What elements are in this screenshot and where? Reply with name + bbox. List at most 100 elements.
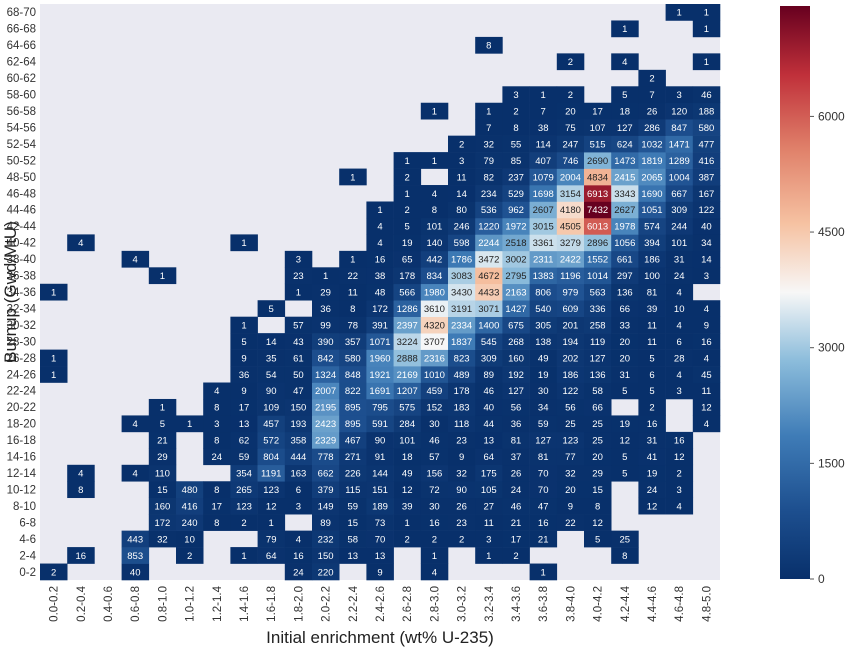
cell-value-label: 9 xyxy=(568,501,573,512)
cell-value-label: 545 xyxy=(481,337,497,348)
heatmap-cell xyxy=(692,316,721,334)
colorbar-tick-label: 6000 xyxy=(818,109,845,123)
cell-value-label: 4 xyxy=(214,386,219,397)
cell-value-label: 30 xyxy=(538,386,549,397)
heatmap-cell xyxy=(584,267,612,285)
heatmap-cell xyxy=(448,152,476,169)
cell-value-label: 20 xyxy=(620,353,631,364)
cell-value-label: 59 xyxy=(239,452,250,463)
cell-value-label: 2397 xyxy=(397,320,418,331)
cell-value-label: 167 xyxy=(698,189,714,200)
heatmap-cell xyxy=(556,152,585,169)
cell-value-label: 662 xyxy=(318,469,334,480)
y-tick-label: 50-52 xyxy=(7,155,36,167)
heatmap-cell xyxy=(665,152,694,169)
heatmap-cell xyxy=(529,119,558,136)
heatmap-cell xyxy=(584,102,612,120)
heatmap-cell xyxy=(420,234,449,252)
heatmap-cell xyxy=(502,135,530,153)
heatmap-cell xyxy=(475,234,503,252)
cell-value-label: 234 xyxy=(481,189,497,200)
cell-value-label: 20 xyxy=(620,337,631,348)
cell-value-label: 226 xyxy=(345,469,361,480)
heatmap-cell xyxy=(665,201,694,219)
cell-value-label: 4 xyxy=(296,534,301,545)
heatmap-cell xyxy=(67,234,95,252)
cell-value-label: 91 xyxy=(375,452,386,463)
cell-value-label: 2334 xyxy=(451,320,472,331)
cell-value-label: 23 xyxy=(293,271,304,282)
heatmap-cell xyxy=(40,349,68,367)
cell-value-label: 3 xyxy=(486,534,491,545)
heatmap-cell xyxy=(393,217,422,235)
heatmap-cell xyxy=(638,448,666,466)
y-tick-label: 0-2 xyxy=(19,567,36,579)
cell-value-label: 2518 xyxy=(505,238,526,249)
cell-value-label: 1 xyxy=(704,8,709,19)
y-tick-label: 66-68 xyxy=(7,24,36,36)
heatmap-cell xyxy=(502,514,530,531)
cell-value-label: 1819 xyxy=(641,156,662,167)
heatmap-cell xyxy=(556,366,585,383)
heatmap-cell xyxy=(475,102,503,120)
cell-value-label: 3224 xyxy=(397,337,418,348)
cell-value-label: 127 xyxy=(617,123,633,134)
x-tick-label: 0.4-0.6 xyxy=(103,586,115,622)
heatmap-cell xyxy=(284,333,313,350)
cell-value-label: 4 xyxy=(377,222,382,233)
heatmap-cell xyxy=(638,201,666,219)
cell-value-label: 1014 xyxy=(587,271,608,282)
heatmap-cell xyxy=(638,86,666,104)
y-tick-label: 30-32 xyxy=(7,320,36,332)
heatmap-cell xyxy=(448,398,476,416)
cell-value-label: 3610 xyxy=(424,304,445,315)
heatmap-cell xyxy=(529,86,558,104)
cell-value-label: 3 xyxy=(296,255,301,266)
heatmap-cell xyxy=(257,448,286,466)
cell-value-label: 566 xyxy=(399,288,415,299)
cell-value-label: 21 xyxy=(511,518,522,529)
cell-value-label: 286 xyxy=(644,123,660,134)
x-tick-label: 0.0-0.2 xyxy=(49,586,61,622)
cell-value-label: 394 xyxy=(644,238,660,249)
cell-value-label: 156 xyxy=(426,469,442,480)
heatmap-cell xyxy=(475,547,503,564)
cell-value-label: 6 xyxy=(649,370,654,381)
cell-value-label: 305 xyxy=(535,320,551,331)
cell-value-label: 21 xyxy=(538,534,549,545)
colorbar-tick-labels: 0 1500 3000 4500 6000 xyxy=(810,109,845,586)
cell-value-label: 120 xyxy=(671,106,687,117)
x-tick-label: 3.4-3.6 xyxy=(511,586,523,622)
cell-value-label: 178 xyxy=(399,271,415,282)
cell-value-label: 149 xyxy=(318,501,334,512)
heatmap-cell xyxy=(366,316,394,334)
cell-value-label: 24 xyxy=(647,485,658,496)
cell-value-label: 3 xyxy=(677,90,682,101)
y-tick-label: 20-22 xyxy=(7,402,36,414)
cell-value-label: 202 xyxy=(562,353,578,364)
heatmap-cell xyxy=(692,20,721,38)
cell-value-label: 30 xyxy=(429,501,440,512)
cell-value-label: 1 xyxy=(405,518,410,529)
heatmap-cell xyxy=(420,152,449,169)
cell-value-label: 1 xyxy=(432,551,437,562)
x-tick-label: 3.2-3.4 xyxy=(484,585,496,621)
heatmap-cell xyxy=(420,398,449,416)
heatmap-cell xyxy=(339,464,367,482)
cell-value-label: 8 xyxy=(214,485,219,496)
cell-value-label: 29 xyxy=(157,452,168,463)
heatmap-cell xyxy=(339,398,367,416)
cell-value-label: 2690 xyxy=(587,156,608,167)
heatmap-cell xyxy=(448,415,476,433)
heatmap-cell xyxy=(448,168,476,186)
x-tick-label: 1.6-1.8 xyxy=(266,586,278,622)
heatmap-cell xyxy=(475,36,503,54)
heatmap-cell xyxy=(393,514,422,531)
heatmap-cell xyxy=(556,119,585,136)
cell-value-label: 240 xyxy=(182,518,198,529)
heatmap-cell xyxy=(584,481,612,499)
heatmap-cell xyxy=(121,415,150,433)
heatmap-cell xyxy=(556,53,585,71)
heatmap-cell xyxy=(611,547,639,564)
cell-value-label: 8 xyxy=(78,485,83,496)
